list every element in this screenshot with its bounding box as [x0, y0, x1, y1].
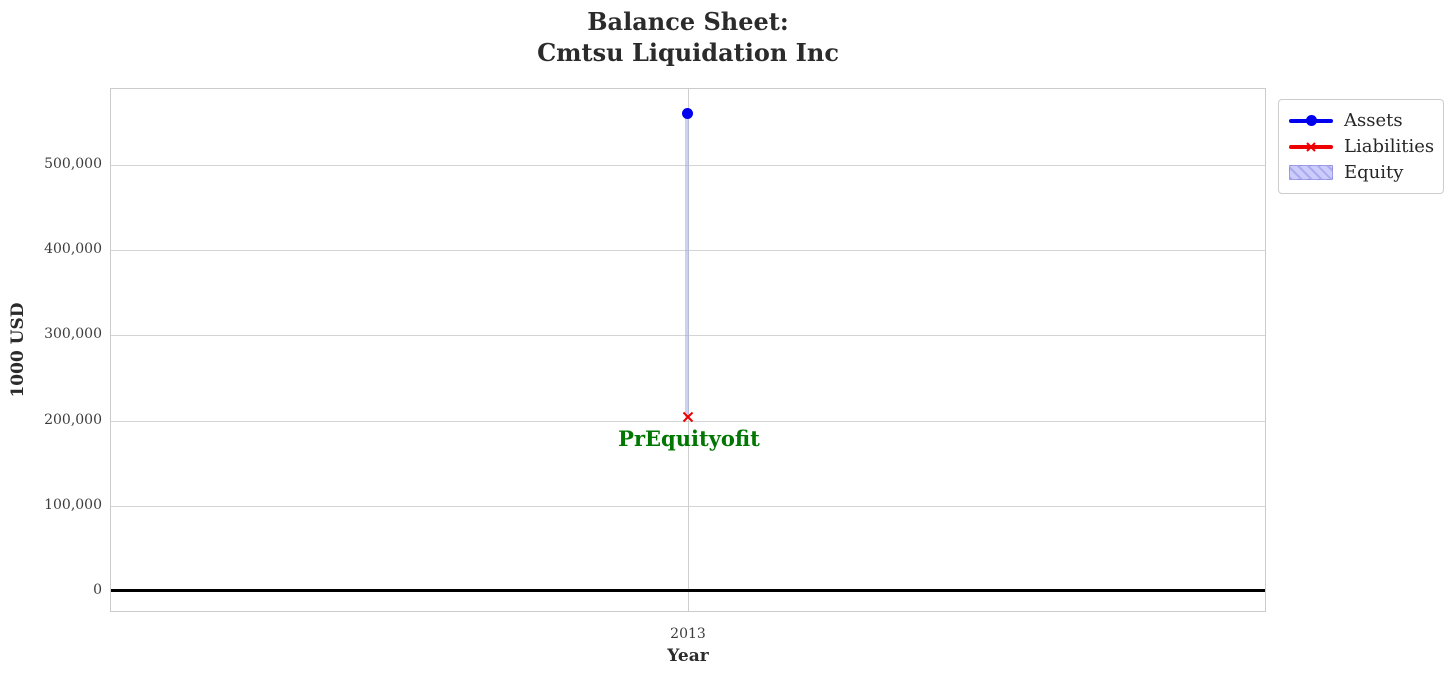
legend-item-assets: Assets — [1289, 108, 1433, 133]
y-tick-0: 0 — [93, 582, 102, 598]
y-tick-200000: 200,000 — [44, 412, 102, 428]
equity-annotation: PrEquityofit — [618, 426, 760, 451]
y-tick-300000: 300,000 — [44, 326, 102, 342]
equity-legend-swatch-icon — [1289, 165, 1333, 180]
legend: Assets Liabilities Equity — [1278, 99, 1444, 194]
liabilities-data-point — [682, 411, 694, 423]
legend-label-equity: Equity — [1344, 162, 1404, 183]
x-tick-2013: 2013 — [670, 626, 706, 642]
chart-title-line2: Cmtsu Liquidation Inc — [537, 38, 839, 67]
legend-label-assets: Assets — [1344, 110, 1403, 131]
chart-title-line1: Balance Sheet: — [587, 7, 789, 36]
assets-legend-swatch-icon — [1289, 115, 1333, 126]
equity-area — [685, 114, 689, 418]
x-axis-label: Year — [667, 646, 709, 666]
y-tick-400000: 400,000 — [44, 241, 102, 257]
y-axis-label: 1000 USD — [8, 302, 28, 398]
liabilities-legend-swatch-icon — [1289, 141, 1333, 152]
zero-line — [111, 589, 1265, 592]
plot-area: PrEquityofit — [110, 88, 1266, 612]
y-tick-500000: 500,000 — [44, 156, 102, 172]
legend-item-liabilities: Liabilities — [1289, 134, 1435, 159]
chart-title: Balance Sheet: Cmtsu Liquidation Inc — [110, 6, 1266, 68]
legend-item-equity: Equity — [1289, 160, 1433, 185]
assets-data-point — [682, 108, 693, 119]
legend-label-liabilities: Liabilities — [1344, 136, 1435, 157]
y-tick-100000: 100,000 — [44, 497, 102, 513]
